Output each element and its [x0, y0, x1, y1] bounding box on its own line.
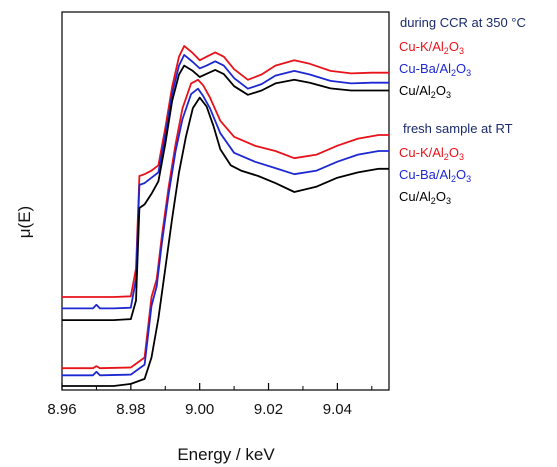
plot-frame: [61, 11, 390, 391]
series-line: [62, 96, 389, 387]
series-line: [62, 45, 389, 298]
series-line: [62, 87, 389, 377]
legend-entry: Cu/Al2O3: [399, 189, 451, 206]
legend-entry: Cu-Ba/Al2O3: [399, 61, 471, 78]
legend: during CCR at 350 °C Cu-K/Al2O3 Cu-Ba/Al2O…: [399, 15, 526, 206]
x-tick-label: 9.00: [185, 401, 214, 418]
series-line: [62, 64, 389, 321]
x-tick-label: 8.96: [47, 401, 76, 418]
legend-entry: Cu-Ba/Al2O3: [399, 167, 471, 184]
legend-heading: during CCR at 350 °C: [400, 15, 526, 30]
x-tick-label: 8.98: [116, 401, 145, 418]
series-line: [62, 78, 389, 370]
y-axis-title: μ(E): [15, 206, 34, 238]
x-tick-label: 9.02: [254, 401, 283, 418]
x-axis-title: Energy / keV: [177, 445, 275, 464]
legend-entry: Cu/Al2O3: [399, 83, 451, 100]
x-tick-label: 9.04: [323, 401, 352, 418]
x-axis-tick-labels: 8.96 8.98 9.00 9.02 9.04: [47, 401, 352, 418]
series-layer: [62, 45, 389, 387]
legend-heading: fresh sample at RT: [403, 121, 513, 136]
legend-entry: Cu-K/Al2O3: [399, 145, 464, 162]
series-line: [62, 54, 389, 310]
legend-entry: Cu-K/Al2O3: [399, 39, 464, 56]
